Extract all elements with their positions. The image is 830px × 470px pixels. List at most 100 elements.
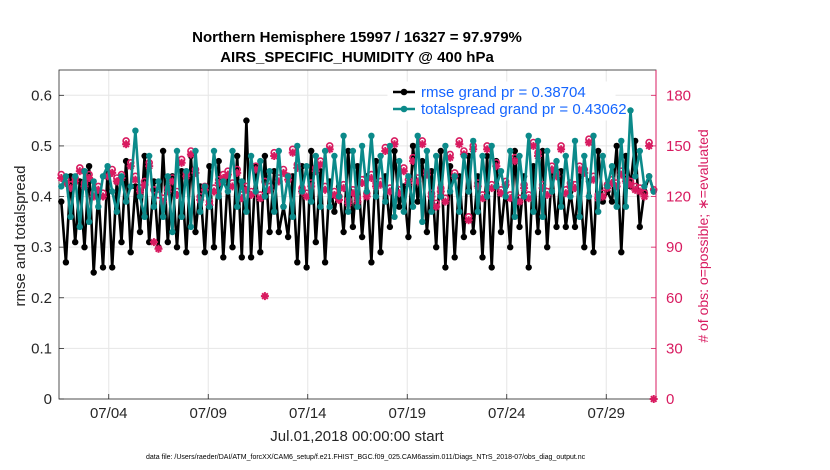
spread-point [474, 208, 481, 215]
evaluated-star-stroke [289, 149, 297, 157]
spread-point [252, 188, 259, 195]
spread-point [493, 183, 500, 190]
spread-point [386, 142, 394, 150]
rmse-point [303, 264, 310, 271]
spread-point [85, 218, 93, 225]
evaluated-obs-point [399, 167, 408, 176]
spread-point [178, 213, 185, 220]
spread-point [298, 188, 306, 195]
spread-point [164, 173, 171, 180]
spread-point [520, 193, 528, 200]
legend-marker-rmse [400, 88, 408, 96]
evaluated-star-stroke [363, 192, 371, 201]
spread-point [340, 132, 347, 139]
rmse-point [377, 249, 384, 256]
evaluated-obs-point [270, 152, 279, 160]
spread-point [284, 173, 292, 180]
evaluated-star-stroke [640, 192, 649, 201]
spread-point [62, 173, 70, 180]
rmse-point [257, 249, 264, 256]
evaluated-star-stroke [511, 157, 519, 165]
evaluated-star-stroke [599, 192, 607, 201]
spread-point [599, 152, 606, 160]
evaluated-star-stroke [261, 292, 269, 300]
spread-point [303, 163, 310, 170]
rmse-point [423, 228, 431, 236]
spread-point [585, 193, 593, 200]
rmse-point [562, 223, 569, 231]
spread-point [206, 203, 213, 210]
y2-tick-label: 180 [666, 87, 691, 104]
spread-point [502, 193, 509, 200]
spread-point [155, 178, 162, 185]
y2-axis-ticks: 0 30 60 90 120 150 180 [651, 70, 691, 408]
rmse-point [595, 147, 602, 155]
rmse-point [590, 249, 597, 256]
evaluated-obs-point [418, 140, 427, 149]
evaluated-star-stroke [122, 140, 130, 148]
evaluated-star-stroke [85, 174, 93, 182]
y2-tick-label: 90 [666, 239, 683, 256]
spread-point [525, 132, 532, 139]
rmse-point [581, 244, 588, 251]
evaluated-star-stroke [529, 142, 537, 150]
spread-point [358, 142, 366, 150]
evaluated-obs-point [446, 153, 455, 162]
rmse-point [271, 168, 278, 175]
spread-point [557, 203, 565, 210]
rmse-point [164, 238, 171, 246]
spread-point [396, 157, 403, 165]
x-tick-label: 07/19 [388, 405, 426, 422]
evaluated-star-stroke [131, 176, 139, 184]
spread-point [636, 147, 643, 155]
y-axis-label: rmse and totalspread [12, 166, 29, 307]
spread-point [201, 183, 208, 190]
x-axis-label: Jul.01,2018 00:00:00 start [270, 428, 444, 445]
spread-point [141, 213, 148, 220]
evaluated-obs-point [529, 141, 538, 150]
spread-point [150, 203, 158, 210]
rmse-point [81, 244, 88, 251]
evaluated-obs-point [149, 238, 158, 247]
spread-point [113, 208, 121, 215]
spread-point [470, 137, 477, 145]
spread-point [604, 183, 611, 190]
rmse-point [247, 254, 255, 261]
spread-point [645, 173, 653, 180]
chart-title: Northern Hemisphere 15997 / 16327 = 97.9… [192, 29, 522, 46]
evaluated-star-stroke [99, 192, 107, 201]
spread-point [317, 203, 324, 210]
spread-point [446, 188, 454, 195]
spread-point [312, 152, 319, 160]
rmse-point [354, 163, 361, 170]
rmse-point [85, 163, 93, 170]
spread-point [275, 147, 282, 155]
evaluated-star-stroke [316, 160, 325, 169]
rmse-point [553, 223, 560, 231]
spread-point [562, 152, 569, 160]
evaluated-star-stroke [303, 192, 311, 201]
rmse-point [308, 147, 315, 155]
spread-point [442, 142, 449, 150]
rmse-point [525, 264, 532, 271]
rmse-point [409, 142, 417, 150]
evaluated-obs-point [154, 244, 163, 253]
spread-point [465, 188, 472, 195]
spread-point [224, 188, 232, 195]
spread-point [581, 152, 588, 160]
chart-subtitle: AIRS_SPECIFIC_HUMIDITY @ 400 hPa [220, 49, 494, 66]
spread-point [405, 173, 412, 180]
evaluated-obs-point [584, 138, 593, 147]
rmse-point [414, 198, 421, 205]
evaluated-star-stroke [506, 194, 514, 202]
spread-point [197, 208, 204, 215]
spread-point [548, 188, 556, 195]
rmse-point [141, 152, 148, 160]
rmse-point [62, 259, 70, 266]
evaluated-obs-point [441, 197, 450, 206]
spread-point [238, 178, 245, 185]
spread-point [173, 147, 181, 155]
evaluated-star-stroke [557, 145, 565, 153]
rmse-point [201, 249, 208, 256]
y2-axis-label: # of obs: o=possible; ∗=evaluated [695, 129, 711, 342]
